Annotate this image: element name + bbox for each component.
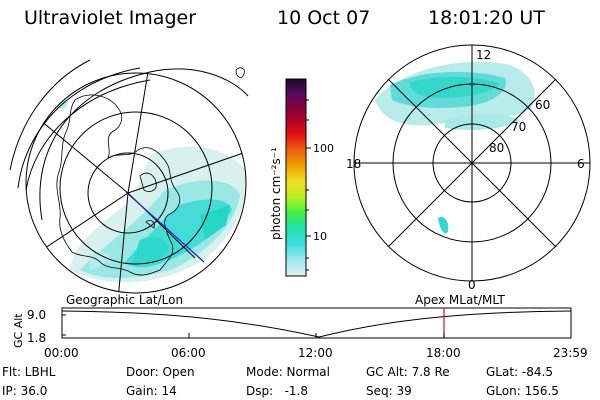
time-label: 18:01:20 UT [428,7,545,29]
geographic-map [9,59,249,294]
mlt-label-top: 12 [476,48,491,62]
mlt-label-left: 18 [346,157,361,171]
mlt-label-bottom: 0 [468,278,476,292]
meridian-lines [29,73,246,293]
colorbar-unit-label: photon cm⁻²s⁻¹ [269,147,283,240]
timeline-ytick-low: 1.8 [27,331,46,345]
ip-readout: IP: 36.0 [2,384,48,398]
timeline: Geographic Lat/Lon Apex MLat/MLT GC Alt … [12,293,588,360]
left-panel-caption: Geographic Lat/Lon [66,293,183,307]
date-label: 10 Oct 07 [277,7,371,29]
colorbar: 100 10 photon cm⁻²s⁻¹ [269,78,334,277]
coastlines [56,67,245,276]
seq-readout: Seq: 39 [366,384,412,398]
timeline-ylabel: GC Alt [12,313,25,348]
gc-alt-curve [61,310,572,338]
colorbar-gradient [285,78,307,277]
right-panel-caption: Apex MLat/MLT [415,293,505,307]
timeline-ytick-high: 9.0 [27,308,46,322]
filter-readout: Flt: LBHL [2,365,56,379]
mlat-label-70: 70 [511,120,526,134]
limb-arcs [9,59,249,221]
app-title: Ultraviolet Imager [24,7,197,29]
mlt-meridians [354,45,590,281]
door-readout: Door: Open [126,365,195,379]
timeline-xtick-1200: 12:00 [298,346,333,360]
colorbar-tick-label-10: 10 [313,230,327,243]
mlt-label-right: 6 [577,157,585,171]
dsp-readout: Dsp: -1.8 [246,384,309,398]
timeline-xtick-0600: 06:00 [171,346,206,360]
mlat-label-80: 80 [489,141,504,155]
colorbar-tick-label-100: 100 [313,142,334,155]
aurora-emission-right [375,61,535,234]
timeline-xtick-2359: 23:59 [553,346,588,360]
mode-readout: Mode: Normal [246,365,330,379]
glon-readout: GLon: 156.5 [486,384,559,398]
gc-alt-readout: GC Alt: 7.8 Re [366,365,450,379]
glat-readout: GLat: -84.5 [486,365,553,379]
timeline-xtick-1800: 18:00 [426,346,461,360]
latitude-circles [25,72,247,294]
magnetic-map: 12 18 6 0 60 70 80 [346,44,591,292]
mlat-label-60: 60 [535,98,550,112]
gain-readout: Gain: 14 [126,384,177,398]
timeline-xtick-0000: 00:00 [44,346,79,360]
